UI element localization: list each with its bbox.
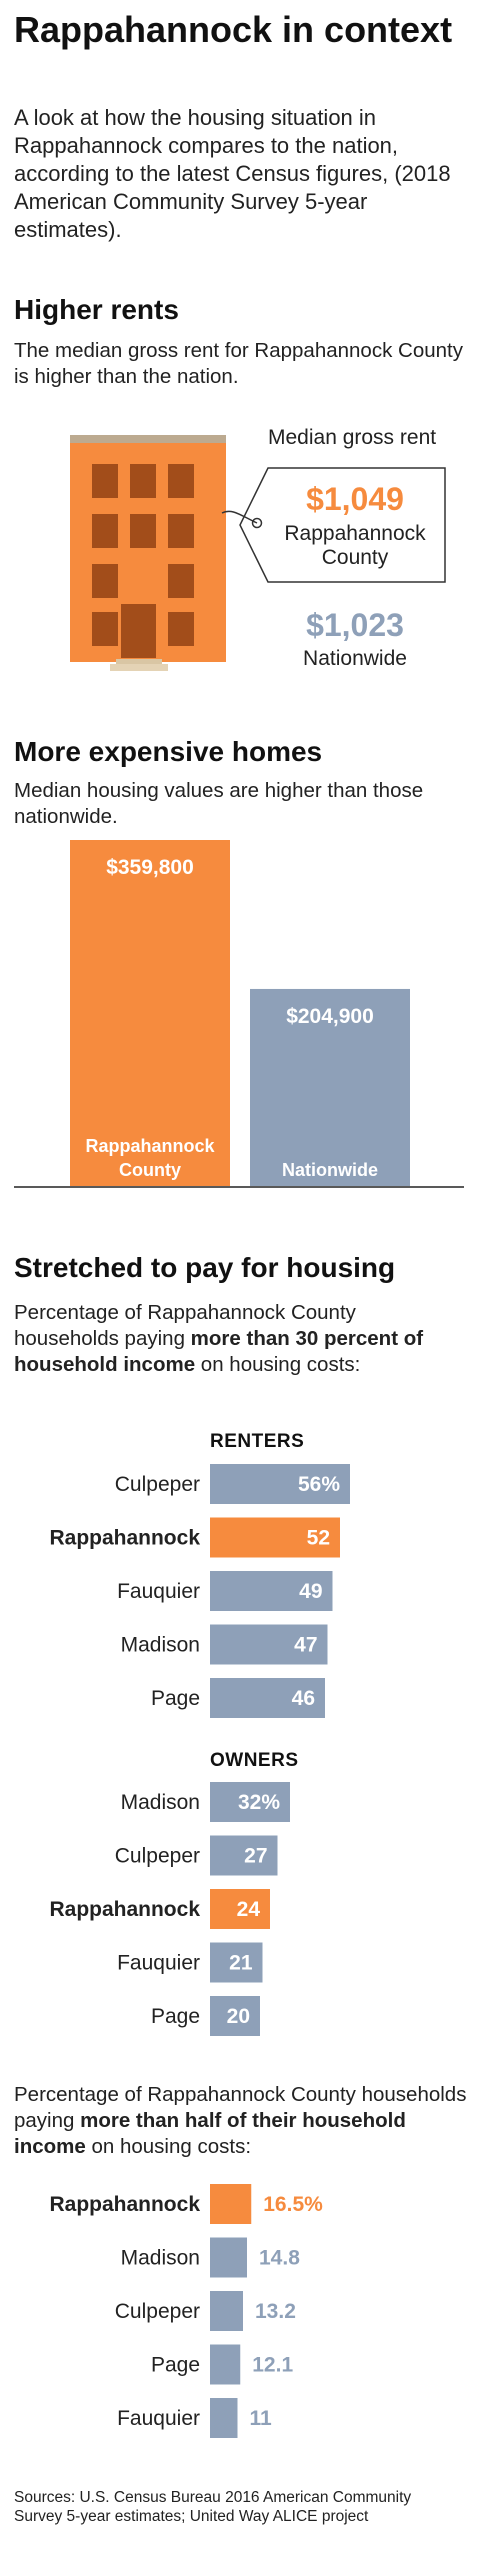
building-window [92, 612, 118, 646]
rent-label: Median gross rent [268, 426, 436, 449]
description-1-end: on housing costs: [195, 1353, 361, 1376]
category-label: Culpeper [115, 2300, 200, 2323]
rent-national-label: Nationwide [303, 647, 407, 670]
data-bar [210, 1835, 278, 1876]
half-income-chart: Rappahannock 16.5% Madison 14.8 Culpeper 13.2… [49, 2184, 323, 2438]
data-bar [210, 2291, 243, 2331]
value-label: 52 [307, 1527, 330, 1550]
building-icon [70, 435, 226, 671]
value-label: 21 [229, 1952, 253, 1975]
category-label: Rappahannock [49, 1527, 200, 1550]
value-label: 49 [299, 1580, 322, 1603]
data-bar [210, 1889, 270, 1929]
category-label: Madison [121, 2247, 200, 2270]
sources-note: Sources: U.S. Census Bureau 2016 America… [14, 2489, 412, 2525]
rent-local-label: Rappahannock County [284, 522, 426, 569]
value-label: 32% [238, 1791, 280, 1814]
value-label: 20 [227, 2005, 250, 2028]
value-label: 46 [292, 1687, 315, 1710]
data-bar [210, 1464, 350, 1504]
building-step-top [116, 659, 162, 664]
data-bar [210, 1942, 263, 1983]
price-tag-icon [221, 467, 446, 583]
stretched-description-1: Percentage of Rappahannock County househ… [14, 1300, 464, 1378]
value-label: 47 [294, 1634, 317, 1657]
category-label: Culpeper [115, 1473, 200, 1496]
page-title: Rappahannock in context [14, 9, 453, 50]
rent-graphic: Median gross rent $1,049 Rappahannock Cou… [70, 426, 446, 671]
category-label: Page [151, 2354, 200, 2377]
rent-local-value: $1,049 [306, 481, 404, 517]
category-line: Rappahannock [85, 1136, 215, 1156]
data-bar [210, 1624, 328, 1665]
description-2-bold: more than half of their household income [14, 2109, 406, 2158]
data-bar [210, 1571, 333, 1611]
category-label: Culpeper [115, 1845, 200, 1868]
building-door [121, 604, 156, 658]
building-window [168, 464, 194, 498]
description-1-text: Percentage of Rappahannock County househ… [14, 1301, 356, 1350]
building-window [168, 564, 194, 598]
home-category-label: Nationwide [282, 1160, 378, 1180]
local-label-line: Rappahannock [284, 522, 426, 545]
value-label: 27 [244, 1845, 267, 1868]
data-bar [210, 2344, 241, 2385]
value-label: 13.2 [255, 2300, 296, 2323]
category-label: Page [151, 2005, 200, 2028]
home-category-label: Rappahannock County [85, 1136, 215, 1180]
home-value-bar [70, 840, 230, 1186]
home-values-chart: $359,800 Rappahannock County $204,900 Nation… [14, 840, 464, 1188]
building-roof [70, 435, 226, 443]
description-2-text: Percentage of Rappahannock County househ… [14, 2083, 467, 2132]
homes-heading: More expensive homes [14, 736, 323, 767]
category-label: Rappahannock [49, 2193, 200, 2216]
category-label: Rappahannock [49, 1898, 200, 1921]
category-label: Page [151, 1687, 200, 1710]
building-window [92, 514, 118, 548]
home-value-label: $359,800 [106, 856, 194, 879]
category-label: Fauquier [117, 1952, 200, 1975]
description-1-bold: more than 30 percent of household income [14, 1327, 424, 1376]
data-bar [210, 2398, 238, 2438]
rent-heading: Higher rents [14, 294, 179, 325]
building-window [130, 514, 156, 548]
local-label-line: County [322, 546, 389, 569]
stretched-heading: Stretched to pay for housing [14, 1252, 396, 1283]
category-label: Madison [121, 1791, 200, 1814]
category-line: County [119, 1160, 181, 1180]
category-label: Fauquier [117, 2407, 200, 2430]
data-bar [210, 1996, 260, 2036]
rent-national-value: $1,023 [306, 607, 404, 643]
owners-chart: Madison 32% Culpeper 27 Rappahannock 24 Fauqui… [49, 1782, 290, 2036]
data-bar [210, 2184, 252, 2224]
value-label: 16.5% [263, 2193, 323, 2216]
value-label: 56% [298, 1473, 340, 1496]
home-value-label: $204,900 [286, 1005, 374, 1028]
intro-text: A look at how the housing situation in R… [14, 105, 451, 242]
rent-description: The median gross rent for Rappahannock C… [14, 339, 463, 388]
data-bar [210, 2237, 247, 2278]
building-window [130, 464, 156, 498]
data-bar [210, 1678, 325, 1718]
renters-chart: Culpeper 56% Rappahannock 52 Fauquier 49 Madis… [49, 1464, 350, 1718]
building-window [92, 564, 118, 598]
homes-description: Median housing values are higher than th… [14, 779, 424, 828]
data-bar [210, 1782, 290, 1822]
building-window [168, 514, 194, 548]
home-value-bar [250, 988, 410, 1186]
renters-header: RENTERS [210, 1431, 305, 1452]
building-window [168, 612, 194, 646]
stretched-description-2: Percentage of Rappahannock County househ… [14, 2082, 474, 2160]
value-label: 24 [237, 1898, 261, 1921]
category-label: Fauquier [117, 1580, 200, 1603]
category-label: Madison [121, 1634, 200, 1657]
data-bar [210, 1517, 340, 1558]
value-label: 12.1 [252, 2354, 293, 2377]
value-label: 11 [250, 2407, 273, 2430]
value-label: 14.8 [259, 2247, 300, 2270]
building-window [92, 464, 118, 498]
description-2-end: on housing costs: [85, 2135, 252, 2158]
owners-header: OWNERS [210, 1750, 299, 1771]
building-step [110, 664, 168, 671]
